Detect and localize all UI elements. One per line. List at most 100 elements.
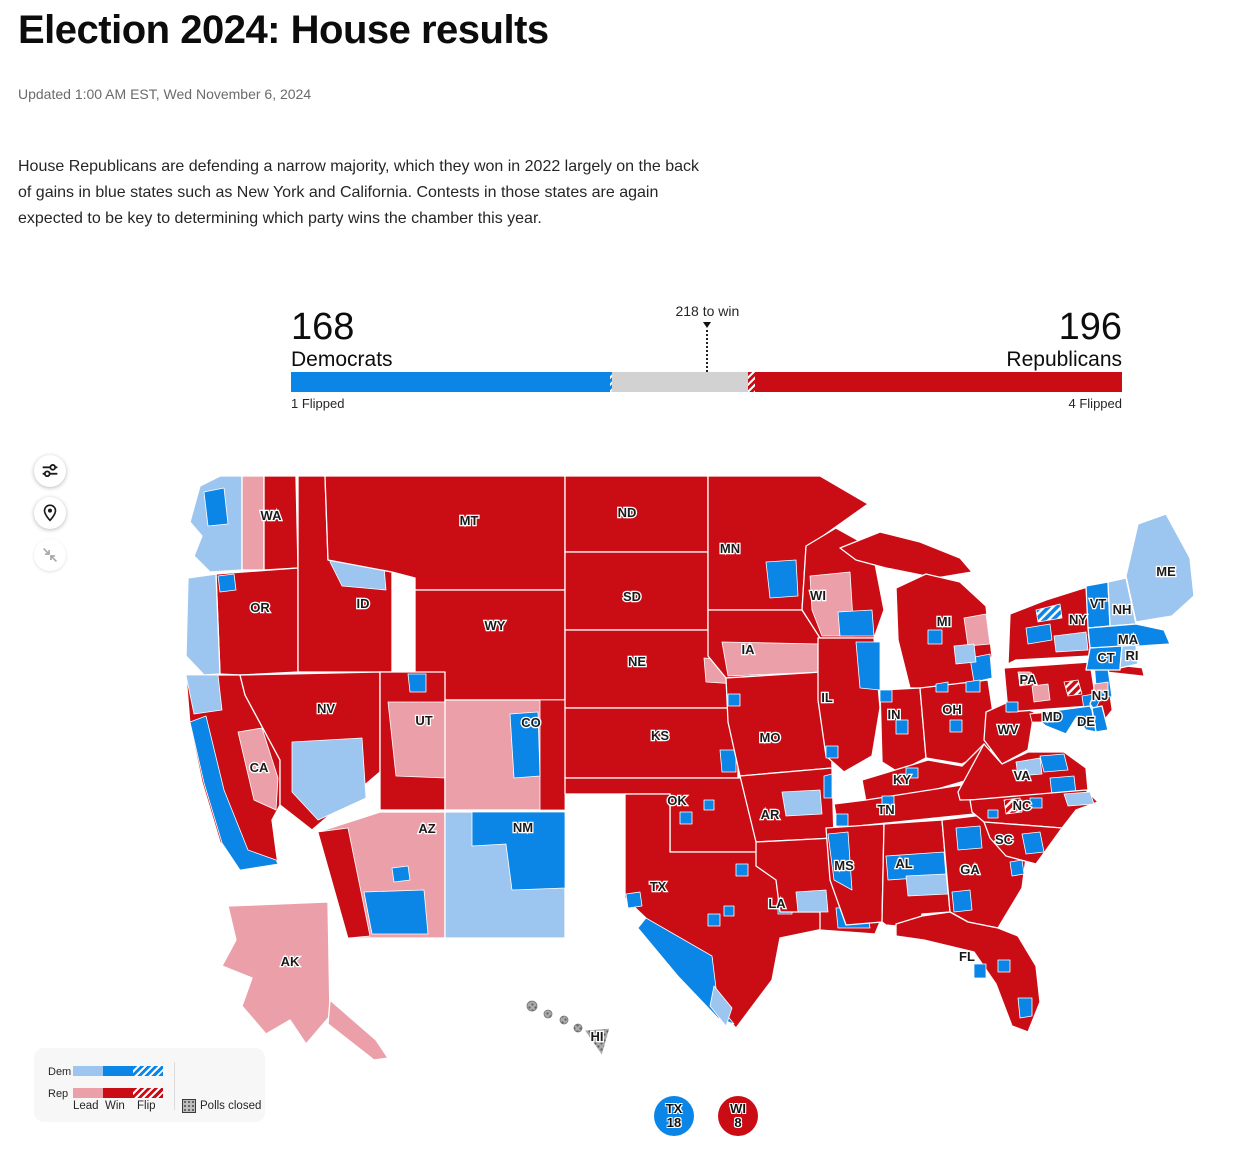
district-patch[interactable]: [905, 873, 949, 897]
district-patch[interactable]: [317, 827, 371, 939]
district-patch[interactable]: [391, 865, 411, 883]
map-collapse-button[interactable]: [34, 539, 66, 571]
district-patch[interactable]: [1015, 757, 1043, 777]
district-patch[interactable]: [237, 727, 279, 811]
district-patch[interactable]: [203, 487, 229, 527]
district-patch[interactable]: [735, 863, 749, 877]
district-patch[interactable]: [509, 711, 541, 779]
district-patch[interactable]: [721, 641, 823, 677]
district-patch[interactable]: [955, 825, 983, 851]
bop-flip-segment: [610, 372, 612, 392]
district-patch[interactable]: [1009, 859, 1025, 877]
district-patch[interactable]: [1053, 631, 1089, 653]
district-patch[interactable]: [855, 641, 881, 691]
state-fl[interactable]: [895, 911, 1041, 1033]
district-patch[interactable]: [727, 693, 741, 707]
state-label: MI: [937, 614, 951, 629]
district-patch[interactable]: [953, 643, 977, 665]
state-wa[interactable]: [263, 475, 299, 571]
state-label: WI: [810, 588, 826, 603]
district-patch[interactable]: [927, 629, 943, 645]
state-wa[interactable]: [241, 475, 265, 571]
state-label: NV: [317, 701, 335, 716]
state-label: CA: [250, 760, 269, 775]
district-patch[interactable]: [827, 831, 853, 891]
map-filter-button[interactable]: [34, 455, 66, 487]
state-me[interactable]: [1125, 513, 1195, 623]
state-nd[interactable]: [564, 475, 709, 553]
district-patch[interactable]: [1093, 681, 1109, 693]
state-hi[interactable]: [526, 1000, 611, 1057]
map-location-button[interactable]: [34, 497, 66, 529]
district-patch[interactable]: [1063, 679, 1083, 697]
state-sc[interactable]: [983, 821, 1063, 865]
state-ct[interactable]: [1085, 645, 1123, 671]
district-patch[interactable]: [895, 719, 909, 735]
state-ri[interactable]: [1119, 644, 1139, 669]
district-patch[interactable]: [965, 679, 981, 693]
district-patch[interactable]: [1025, 623, 1053, 645]
state-ak[interactable]: [221, 901, 331, 1045]
district-patch[interactable]: [825, 745, 839, 759]
district-patch[interactable]: [781, 789, 823, 817]
state-label: MT: [460, 513, 479, 528]
rep-win-swatch: [103, 1088, 133, 1098]
district-patch[interactable]: [987, 809, 999, 819]
district-patch[interactable]: [997, 959, 1011, 973]
district-patch[interactable]: [1039, 753, 1069, 773]
district-patch[interactable]: [823, 773, 833, 799]
district-patch[interactable]: [881, 795, 895, 807]
state-ks[interactable]: [564, 707, 739, 779]
district-patch[interactable]: [949, 719, 963, 733]
district-patch[interactable]: [1029, 797, 1043, 809]
district-patch[interactable]: [1029, 711, 1055, 723]
district-patch[interactable]: [1063, 791, 1095, 807]
district-patch[interactable]: [951, 889, 973, 913]
district-patch[interactable]: [973, 963, 987, 979]
district-patch[interactable]: [1017, 671, 1033, 687]
district-patch[interactable]: [719, 749, 737, 773]
district-patch[interactable]: [905, 767, 919, 779]
district-patch[interactable]: [935, 681, 949, 693]
district-patch[interactable]: [1031, 683, 1051, 703]
district-patch[interactable]: [1003, 797, 1023, 815]
district-patch[interactable]: [723, 905, 735, 917]
district-patch[interactable]: [795, 889, 829, 913]
rep-party-label: Republicans: [1006, 348, 1122, 371]
district-patch[interactable]: [1017, 997, 1033, 1019]
district-patch[interactable]: [837, 609, 875, 637]
state-ak[interactable]: [327, 999, 389, 1061]
district-patch[interactable]: [189, 715, 279, 871]
district-patch[interactable]: [539, 699, 566, 811]
district-patch[interactable]: [407, 673, 427, 693]
district-patch[interactable]: [291, 737, 367, 821]
badge-number: 18: [666, 1115, 682, 1130]
state-mi[interactable]: [839, 531, 973, 579]
badge-tx-18[interactable]: TX 18: [654, 1096, 694, 1136]
district-patch[interactable]: [1005, 701, 1019, 713]
district-patch[interactable]: [765, 559, 799, 599]
state-mo[interactable]: [725, 671, 833, 777]
district-patch[interactable]: [679, 811, 693, 825]
district-patch[interactable]: [217, 573, 237, 593]
district-patch[interactable]: [363, 889, 429, 935]
rep-lead-swatch: [73, 1088, 103, 1098]
updated-timestamp: Updated 1:00 AM EST, Wed November 6, 202…: [18, 86, 312, 102]
state-label: IA: [742, 642, 756, 657]
district-patch[interactable]: [879, 689, 893, 703]
badge-wi-8[interactable]: WI 8: [718, 1096, 758, 1136]
district-patch[interactable]: [625, 891, 643, 909]
district-patch[interactable]: [1021, 831, 1045, 855]
district-patch[interactable]: [963, 613, 991, 647]
map-legend: Dem Rep Lead Win Flip Polls closed: [34, 1048, 265, 1122]
district-patch[interactable]: [703, 799, 715, 811]
district-patch[interactable]: [835, 813, 849, 827]
state-label: DE: [1077, 714, 1095, 729]
district-patch[interactable]: [471, 811, 566, 891]
state-label: NY: [1069, 612, 1087, 627]
district-patch[interactable]: [1035, 603, 1063, 623]
district-patch[interactable]: [707, 913, 721, 927]
district-patch[interactable]: [709, 985, 733, 1027]
state-or[interactable]: [185, 573, 221, 676]
district-patch[interactable]: [185, 674, 223, 715]
